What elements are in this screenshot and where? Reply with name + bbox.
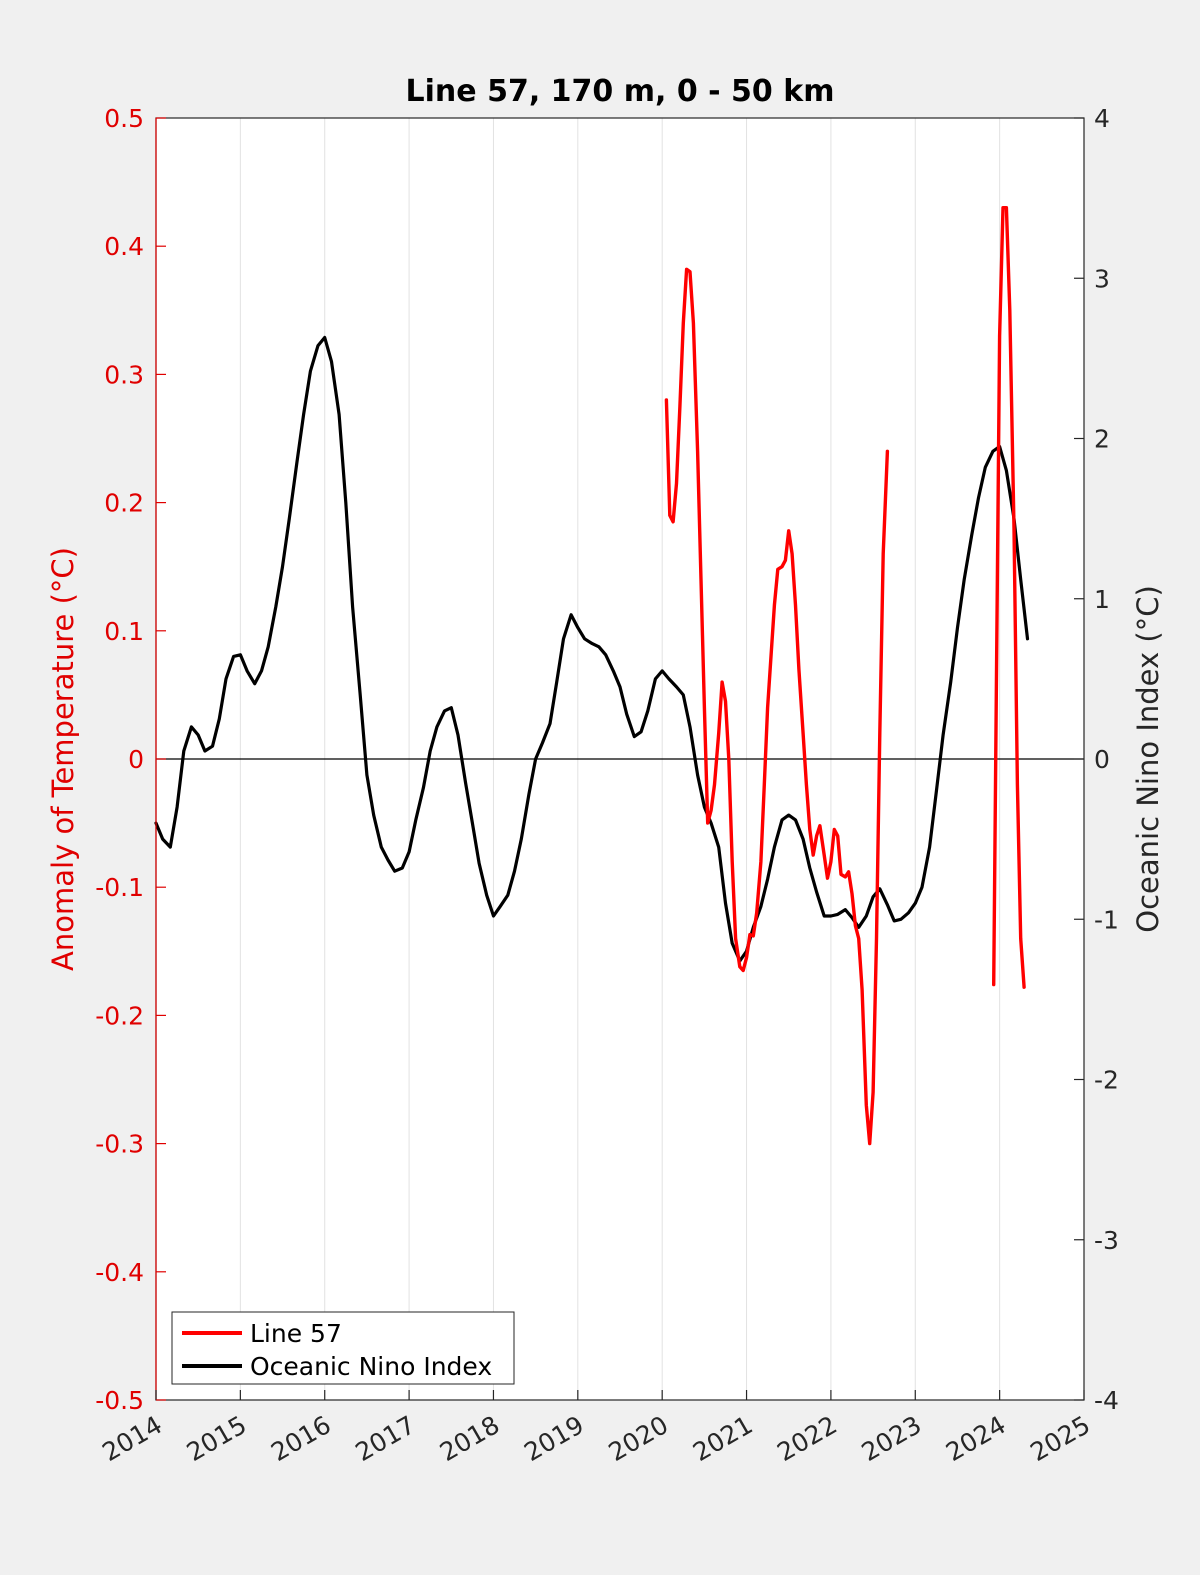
- series-line-line57-segment-2: [992, 205, 1026, 989]
- y-left-tick-label: 0: [128, 745, 144, 774]
- chart-title: Line 57, 170 m, 0 - 50 km: [406, 74, 835, 109]
- y-left-tick-label: 0.4: [104, 232, 144, 261]
- y-right-tick-label: 2: [1094, 425, 1110, 454]
- y-right-tick-label: -4: [1094, 1386, 1119, 1415]
- legend-label-line57: Line 57: [250, 1319, 342, 1348]
- series-layer: [154, 205, 1030, 1146]
- y-right-axis-title: Oceanic Nino Index (°C): [1131, 585, 1165, 933]
- y-left-tick-label: 0.2: [104, 489, 144, 518]
- y-left-tick-label: -0.2: [95, 1001, 144, 1030]
- y-left-tick-label: -0.5: [95, 1386, 144, 1415]
- legend: Line 57 Oceanic Nino Index: [171, 1311, 515, 1385]
- y-left-tick-label: -0.3: [95, 1130, 144, 1159]
- y-right-tick-label: 1: [1094, 585, 1110, 614]
- y-right-tick-label: -1: [1094, 905, 1119, 934]
- y-right-tick-label: 3: [1094, 264, 1110, 293]
- y-right-tick-label: 0: [1094, 745, 1110, 774]
- y-left-tick-label: 0.1: [104, 617, 144, 646]
- y-left-tick-label: 0.3: [104, 360, 144, 389]
- y-right-tick-label: 4: [1094, 104, 1110, 133]
- y-left-tick-label: 0.5: [104, 104, 144, 133]
- y-right-tick-label: -3: [1094, 1226, 1119, 1255]
- y-left-axis-title: Anomaly of Temperature (°C): [46, 547, 80, 971]
- y-left-tick-label: -0.1: [95, 873, 144, 902]
- legend-label-oni: Oceanic Nino Index: [250, 1352, 492, 1381]
- y-left-tick-label: -0.4: [95, 1258, 144, 1287]
- y-right-tick-label: -2: [1094, 1066, 1119, 1095]
- series-line-oceanic-nino-index: [154, 335, 1030, 963]
- legend-box: [171, 1311, 515, 1385]
- series-line-line57-segment-1: [664, 267, 890, 1146]
